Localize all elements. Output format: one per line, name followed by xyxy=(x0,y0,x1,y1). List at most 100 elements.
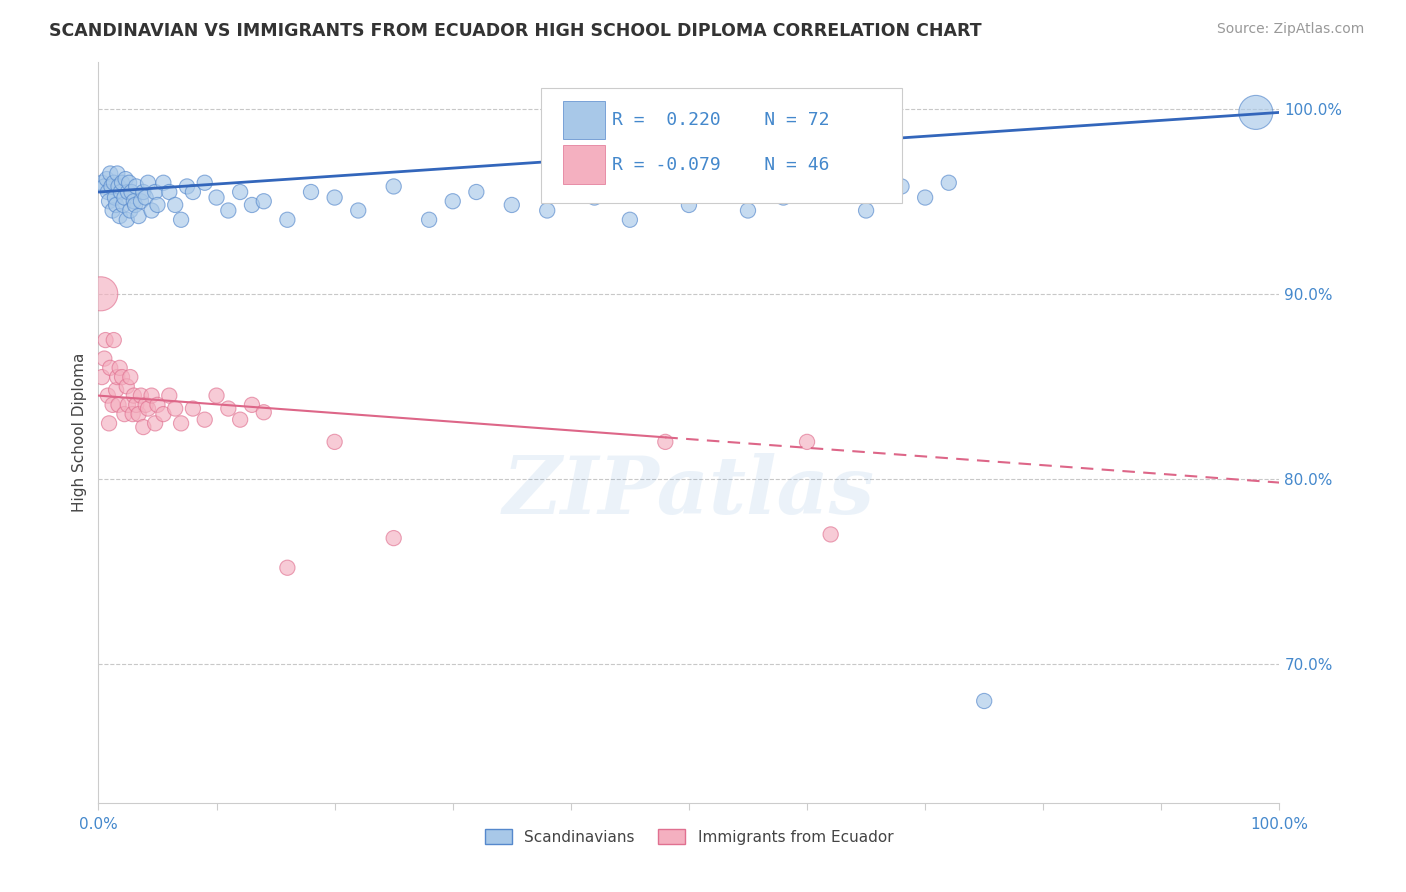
Point xyxy=(111,370,134,384)
Point xyxy=(103,176,125,190)
Point xyxy=(418,212,440,227)
Point xyxy=(143,417,166,431)
Point xyxy=(194,412,217,426)
Point xyxy=(855,203,877,218)
Point xyxy=(323,190,346,204)
Point xyxy=(129,389,152,403)
Point xyxy=(93,351,115,366)
Point xyxy=(938,176,960,190)
Point xyxy=(121,185,143,199)
Point xyxy=(772,190,794,204)
Point xyxy=(181,185,204,199)
Point xyxy=(276,560,298,574)
Point xyxy=(128,209,150,223)
Point xyxy=(217,203,239,218)
Point xyxy=(240,398,263,412)
Point xyxy=(240,198,263,212)
Point xyxy=(108,360,131,375)
Point xyxy=(560,179,582,194)
Point xyxy=(141,389,163,403)
Point xyxy=(323,434,346,449)
Text: R = -0.079    N = 46: R = -0.079 N = 46 xyxy=(612,155,830,174)
FancyBboxPatch shape xyxy=(541,88,901,203)
Point xyxy=(205,190,228,204)
Point xyxy=(98,166,121,180)
Point xyxy=(347,203,370,218)
Point xyxy=(737,203,759,218)
Point xyxy=(135,398,157,412)
Point xyxy=(107,398,129,412)
Point xyxy=(176,179,198,194)
Point xyxy=(702,179,724,194)
Point xyxy=(122,194,145,209)
Point xyxy=(124,198,146,212)
Point xyxy=(229,412,252,426)
Point xyxy=(122,389,145,403)
Point xyxy=(501,198,523,212)
Point xyxy=(1244,105,1267,120)
Point xyxy=(91,370,114,384)
Point xyxy=(117,398,139,412)
Point xyxy=(105,166,128,180)
Point xyxy=(146,398,169,412)
Point xyxy=(914,190,936,204)
Point xyxy=(654,185,676,199)
Point xyxy=(105,370,128,384)
Point xyxy=(890,179,912,194)
Point xyxy=(120,370,142,384)
Point xyxy=(796,176,818,190)
Point xyxy=(101,398,124,412)
Point xyxy=(112,407,135,421)
Point xyxy=(91,176,114,190)
Point xyxy=(157,185,180,199)
Point xyxy=(98,417,121,431)
Point xyxy=(536,203,558,218)
Point xyxy=(115,212,138,227)
Point xyxy=(108,209,131,223)
Point xyxy=(205,389,228,403)
Point xyxy=(619,212,641,227)
Point xyxy=(125,179,148,194)
Point xyxy=(146,198,169,212)
Point xyxy=(276,212,298,227)
Point xyxy=(382,179,405,194)
Point xyxy=(132,185,155,199)
Point xyxy=(115,379,138,393)
Text: R =  0.220    N = 72: R = 0.220 N = 72 xyxy=(612,112,830,129)
Point xyxy=(94,333,117,347)
Point xyxy=(111,176,134,190)
Point xyxy=(101,203,124,218)
Point xyxy=(98,360,121,375)
Point xyxy=(118,176,141,190)
Point xyxy=(135,190,157,204)
Point xyxy=(120,203,142,218)
Point xyxy=(97,389,120,403)
Point xyxy=(678,198,700,212)
Point xyxy=(107,179,129,194)
Point xyxy=(141,203,163,218)
Point xyxy=(973,694,995,708)
Point xyxy=(105,198,128,212)
Point xyxy=(299,185,322,199)
Point xyxy=(98,194,121,209)
FancyBboxPatch shape xyxy=(562,145,605,184)
Point xyxy=(103,333,125,347)
Point xyxy=(128,407,150,421)
Point xyxy=(129,194,152,209)
Text: Source: ZipAtlas.com: Source: ZipAtlas.com xyxy=(1216,22,1364,37)
Point xyxy=(820,527,842,541)
Point xyxy=(229,185,252,199)
Point xyxy=(136,176,159,190)
Point xyxy=(165,198,187,212)
Point xyxy=(157,389,180,403)
Point xyxy=(253,405,276,419)
Point xyxy=(441,194,464,209)
Point xyxy=(253,194,276,209)
Point xyxy=(382,531,405,545)
Point xyxy=(194,176,217,190)
Point xyxy=(104,190,127,204)
Point xyxy=(152,407,174,421)
Point xyxy=(117,185,139,199)
Point xyxy=(93,179,115,194)
Text: SCANDINAVIAN VS IMMIGRANTS FROM ECUADOR HIGH SCHOOL DIPLOMA CORRELATION CHART: SCANDINAVIAN VS IMMIGRANTS FROM ECUADOR … xyxy=(49,22,981,40)
